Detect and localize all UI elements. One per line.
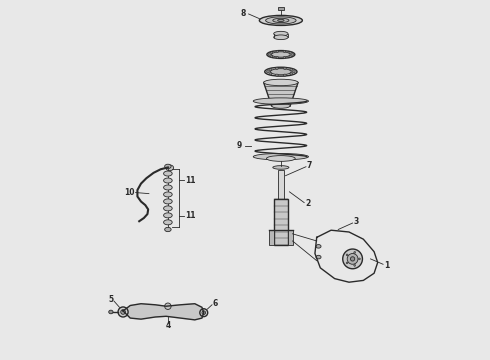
Ellipse shape bbox=[164, 206, 172, 211]
Ellipse shape bbox=[275, 74, 278, 76]
Bar bbox=[278, 170, 284, 199]
Ellipse shape bbox=[283, 50, 286, 52]
Text: 11: 11 bbox=[185, 176, 195, 185]
Polygon shape bbox=[264, 82, 298, 106]
Ellipse shape bbox=[346, 262, 348, 264]
Ellipse shape bbox=[164, 199, 172, 204]
Ellipse shape bbox=[350, 257, 355, 261]
Ellipse shape bbox=[267, 156, 295, 161]
Ellipse shape bbox=[264, 79, 298, 86]
Ellipse shape bbox=[273, 18, 289, 23]
Polygon shape bbox=[123, 304, 204, 320]
Text: 5: 5 bbox=[108, 295, 113, 304]
Ellipse shape bbox=[109, 310, 113, 314]
Ellipse shape bbox=[343, 249, 363, 269]
Ellipse shape bbox=[267, 50, 295, 58]
Ellipse shape bbox=[164, 171, 172, 176]
Bar bbox=[269, 230, 274, 244]
Ellipse shape bbox=[289, 52, 292, 54]
Ellipse shape bbox=[289, 55, 292, 57]
Text: 11: 11 bbox=[185, 211, 195, 220]
Ellipse shape bbox=[316, 255, 321, 259]
Text: 1: 1 bbox=[384, 261, 390, 270]
Ellipse shape bbox=[283, 74, 286, 76]
Ellipse shape bbox=[200, 309, 208, 317]
Ellipse shape bbox=[266, 17, 296, 24]
Ellipse shape bbox=[121, 310, 125, 314]
Ellipse shape bbox=[166, 165, 173, 171]
Ellipse shape bbox=[268, 54, 270, 55]
Ellipse shape bbox=[278, 19, 284, 22]
Ellipse shape bbox=[347, 253, 358, 264]
Ellipse shape bbox=[346, 254, 348, 256]
Text: 10: 10 bbox=[124, 188, 135, 197]
Ellipse shape bbox=[270, 55, 273, 57]
Text: 3: 3 bbox=[353, 217, 359, 226]
Ellipse shape bbox=[316, 244, 321, 248]
Ellipse shape bbox=[293, 71, 295, 73]
Ellipse shape bbox=[290, 68, 293, 71]
Ellipse shape bbox=[283, 57, 286, 58]
Ellipse shape bbox=[270, 69, 291, 75]
Ellipse shape bbox=[354, 265, 356, 266]
Ellipse shape bbox=[118, 307, 128, 317]
Ellipse shape bbox=[283, 67, 286, 69]
Text: 6: 6 bbox=[213, 299, 218, 308]
Ellipse shape bbox=[164, 178, 172, 183]
Text: 9: 9 bbox=[237, 141, 242, 150]
Ellipse shape bbox=[202, 311, 205, 315]
Bar bbox=[274, 199, 288, 244]
Bar bbox=[278, 7, 284, 10]
Ellipse shape bbox=[271, 103, 290, 108]
Ellipse shape bbox=[165, 227, 171, 231]
Ellipse shape bbox=[276, 57, 279, 58]
Ellipse shape bbox=[275, 67, 278, 69]
Ellipse shape bbox=[165, 303, 171, 310]
Ellipse shape bbox=[267, 71, 270, 73]
Ellipse shape bbox=[259, 15, 302, 26]
Ellipse shape bbox=[165, 164, 171, 168]
Ellipse shape bbox=[274, 35, 288, 40]
Ellipse shape bbox=[276, 50, 279, 52]
Ellipse shape bbox=[354, 252, 356, 253]
Ellipse shape bbox=[273, 166, 289, 169]
Ellipse shape bbox=[164, 220, 172, 225]
Ellipse shape bbox=[269, 68, 272, 71]
Text: 7: 7 bbox=[307, 161, 312, 170]
Ellipse shape bbox=[269, 73, 272, 75]
Ellipse shape bbox=[291, 54, 294, 55]
Ellipse shape bbox=[290, 73, 293, 75]
Text: 2: 2 bbox=[305, 199, 310, 208]
Bar bbox=[288, 230, 293, 244]
Ellipse shape bbox=[270, 52, 273, 54]
Ellipse shape bbox=[253, 98, 309, 104]
Text: 4: 4 bbox=[165, 321, 171, 330]
Ellipse shape bbox=[359, 258, 360, 260]
Ellipse shape bbox=[164, 213, 172, 218]
Ellipse shape bbox=[271, 52, 290, 57]
Ellipse shape bbox=[164, 192, 172, 197]
Text: 8: 8 bbox=[240, 9, 245, 18]
Ellipse shape bbox=[253, 153, 309, 160]
Ellipse shape bbox=[164, 185, 172, 190]
Ellipse shape bbox=[265, 67, 297, 76]
Ellipse shape bbox=[274, 31, 288, 36]
